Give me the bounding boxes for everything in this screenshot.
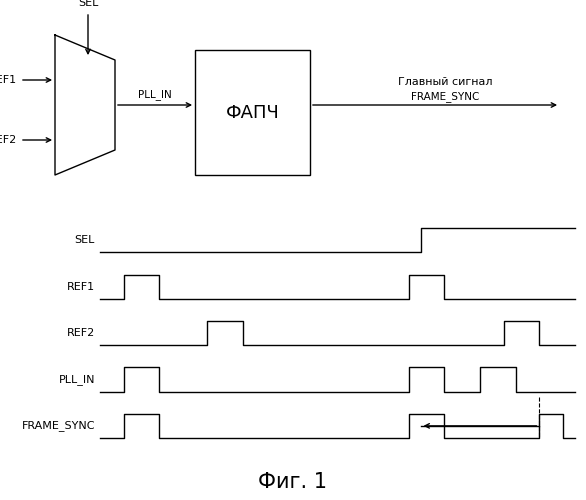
Text: SEL: SEL [78, 0, 98, 8]
Text: FRAME_SYNC: FRAME_SYNC [22, 420, 95, 432]
Text: Фиг. 1: Фиг. 1 [258, 472, 328, 492]
Bar [195, 50, 310, 175]
Text: Главный сигнал: Главный сигнал [398, 77, 492, 87]
Text: ФАПЧ: ФАПЧ [226, 104, 280, 122]
Text: REF1: REF1 [67, 282, 95, 292]
Text: PLL_IN: PLL_IN [59, 374, 95, 385]
Text: REF2: REF2 [67, 328, 95, 338]
Text: REF2: REF2 [0, 135, 17, 145]
Text: FRAME_SYNC: FRAME_SYNC [411, 91, 479, 102]
Text: PLL_IN: PLL_IN [138, 89, 172, 100]
Text: SEL: SEL [74, 236, 95, 246]
Text: REF1: REF1 [0, 75, 17, 85]
